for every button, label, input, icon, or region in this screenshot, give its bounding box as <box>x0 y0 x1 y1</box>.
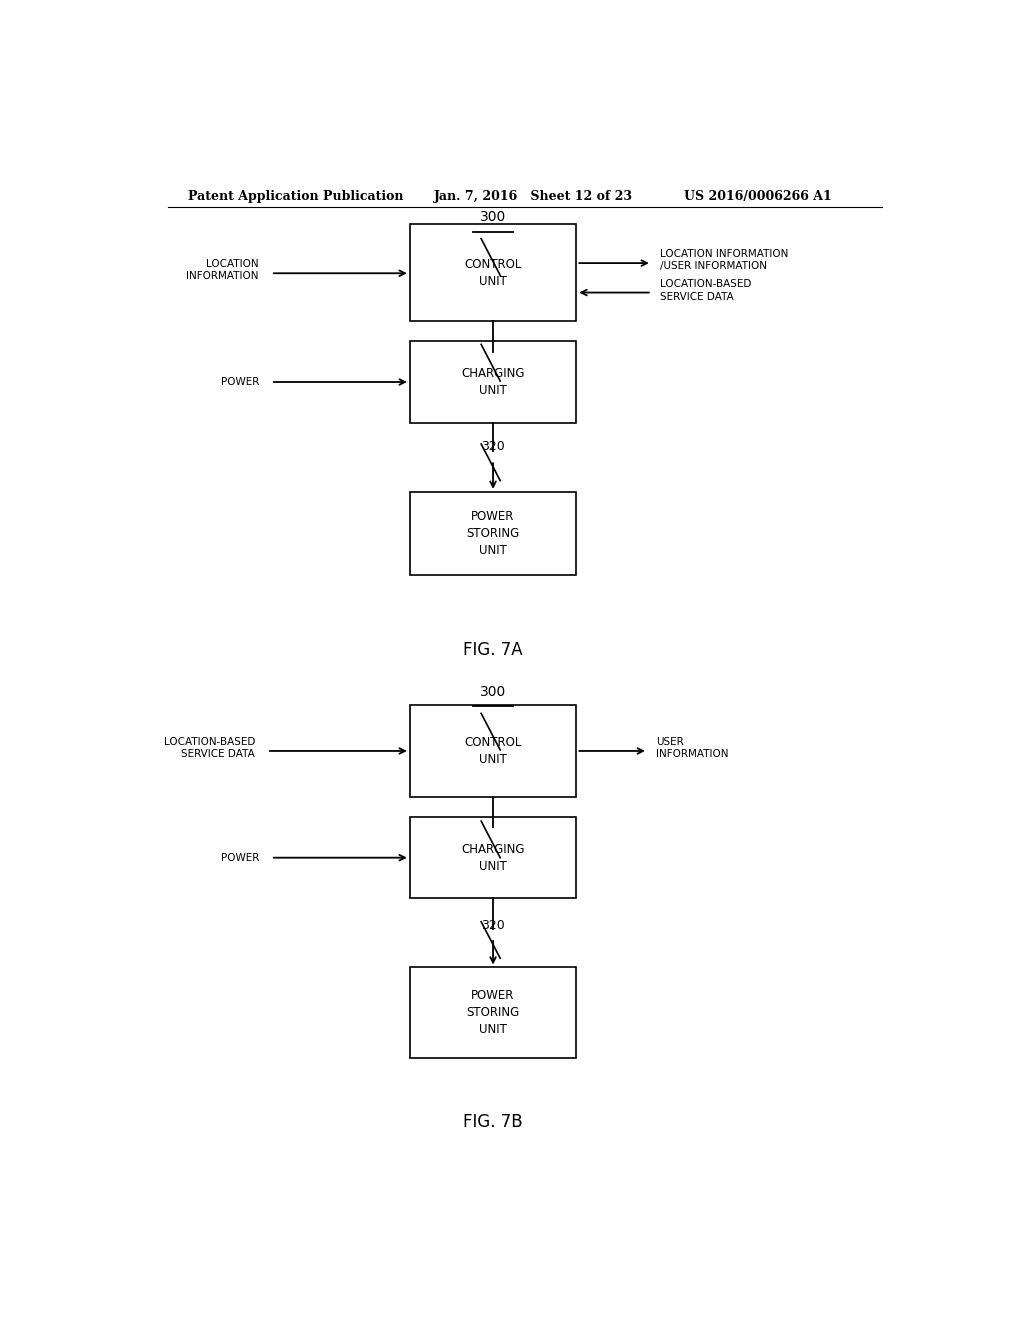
Text: POWER
STORING
UNIT: POWER STORING UNIT <box>466 510 520 557</box>
Text: LOCATION-BASED
SERVICE DATA: LOCATION-BASED SERVICE DATA <box>164 737 255 759</box>
Bar <box>410 492 577 576</box>
Text: POWER
STORING
UNIT: POWER STORING UNIT <box>466 989 520 1036</box>
Text: Patent Application Publication: Patent Application Publication <box>187 190 403 202</box>
Text: LOCATION INFORMATION
/USER INFORMATION: LOCATION INFORMATION /USER INFORMATION <box>659 249 788 271</box>
Text: POWER: POWER <box>220 853 259 863</box>
Text: LOCATION-BASED
SERVICE DATA: LOCATION-BASED SERVICE DATA <box>659 280 751 302</box>
Text: POWER: POWER <box>220 378 259 387</box>
Text: 310: 310 <box>481 817 505 830</box>
Text: US 2016/0006266 A1: US 2016/0006266 A1 <box>684 190 831 202</box>
Text: CONTROL
UNIT: CONTROL UNIT <box>464 737 522 766</box>
Text: CONTROL
UNIT: CONTROL UNIT <box>464 257 522 288</box>
Text: 320: 320 <box>481 919 505 932</box>
Text: 300: 300 <box>480 685 506 700</box>
Text: 300: 300 <box>480 210 506 224</box>
Text: LOCATION
INFORMATION: LOCATION INFORMATION <box>186 259 259 281</box>
Text: 330: 330 <box>481 710 505 722</box>
Text: 320: 320 <box>481 440 505 453</box>
Text: 310: 310 <box>481 342 505 355</box>
Text: USER
INFORMATION: USER INFORMATION <box>655 737 728 759</box>
Text: CHARGING
UNIT: CHARGING UNIT <box>461 842 525 873</box>
Bar <box>410 342 577 422</box>
Text: FIG. 7A: FIG. 7A <box>463 642 523 660</box>
Bar <box>410 968 577 1057</box>
Bar <box>410 224 577 321</box>
Bar <box>410 817 577 899</box>
Text: Jan. 7, 2016   Sheet 12 of 23: Jan. 7, 2016 Sheet 12 of 23 <box>433 190 633 202</box>
Bar <box>410 705 577 797</box>
Text: FIG. 7B: FIG. 7B <box>463 1113 523 1131</box>
Text: 330: 330 <box>481 235 505 248</box>
Text: CHARGING
UNIT: CHARGING UNIT <box>461 367 525 397</box>
